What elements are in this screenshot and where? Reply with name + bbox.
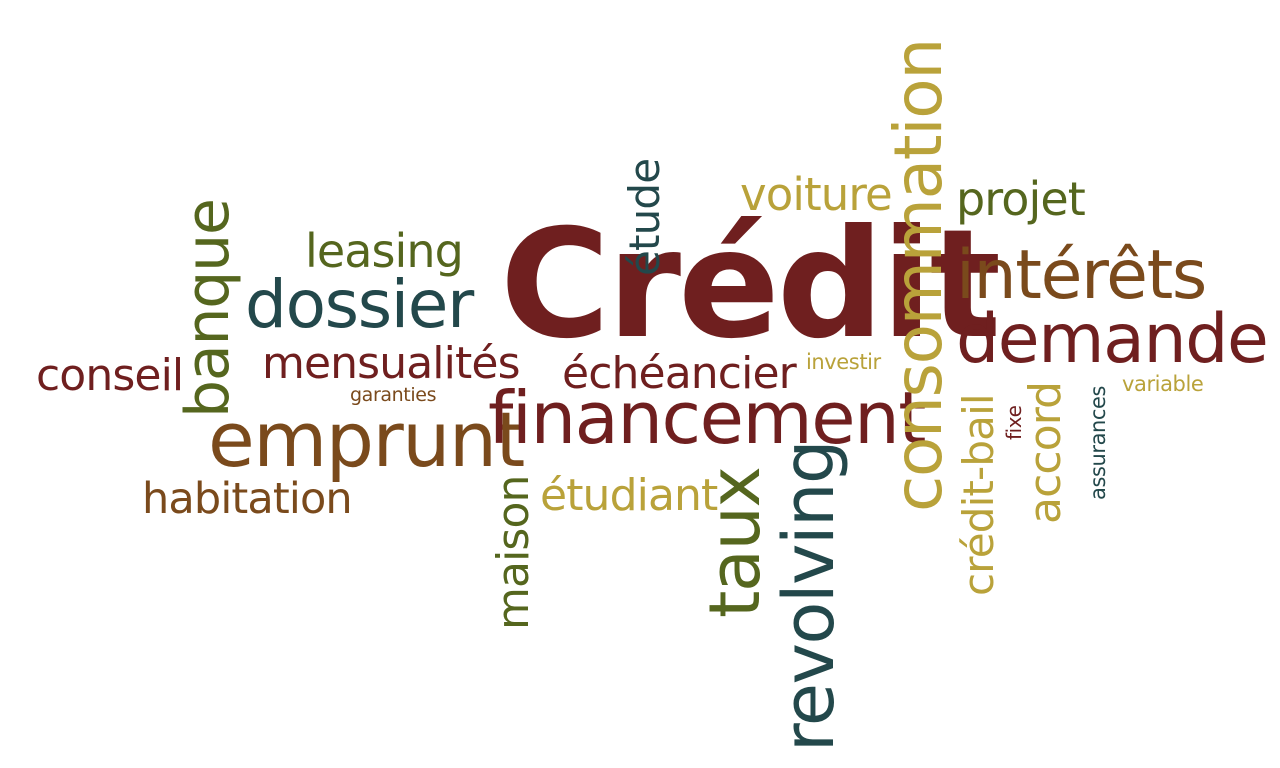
word-financement: financement bbox=[488, 376, 927, 460]
word-interets: intérêts bbox=[956, 236, 1207, 315]
word-credit: Crédit bbox=[500, 198, 1001, 372]
word-etude: étude bbox=[620, 158, 669, 276]
word-mensualites: mensualités bbox=[262, 338, 520, 389]
word-voiture: voiture bbox=[740, 168, 893, 221]
word-echeancier: échéancier bbox=[562, 348, 797, 399]
word-accord: accord bbox=[1020, 381, 1071, 524]
word-maison: maison bbox=[488, 475, 539, 631]
word-revolving: revolving bbox=[768, 440, 850, 752]
word-consommation: consommation bbox=[880, 39, 957, 512]
word-conseil: conseil bbox=[36, 350, 184, 401]
word-leasing: leasing bbox=[305, 224, 464, 278]
word-dossier: dossier bbox=[245, 266, 474, 343]
word-emprunt: emprunt bbox=[208, 395, 525, 484]
word-assurances: assurances bbox=[1086, 385, 1110, 500]
word-taux: taux bbox=[694, 467, 776, 618]
word-projet: projet bbox=[956, 172, 1086, 226]
word-credit-bail: crédit-bail bbox=[954, 394, 1003, 596]
word-investir: investir bbox=[806, 350, 881, 374]
word-banque: banque bbox=[173, 199, 243, 418]
word-variable: variable bbox=[1122, 372, 1204, 396]
word-garanties: garanties bbox=[350, 384, 437, 406]
word-demande: demande bbox=[956, 300, 1269, 379]
word-habitation: habitation bbox=[142, 474, 353, 524]
word-etudiant: étudiant bbox=[540, 470, 718, 521]
